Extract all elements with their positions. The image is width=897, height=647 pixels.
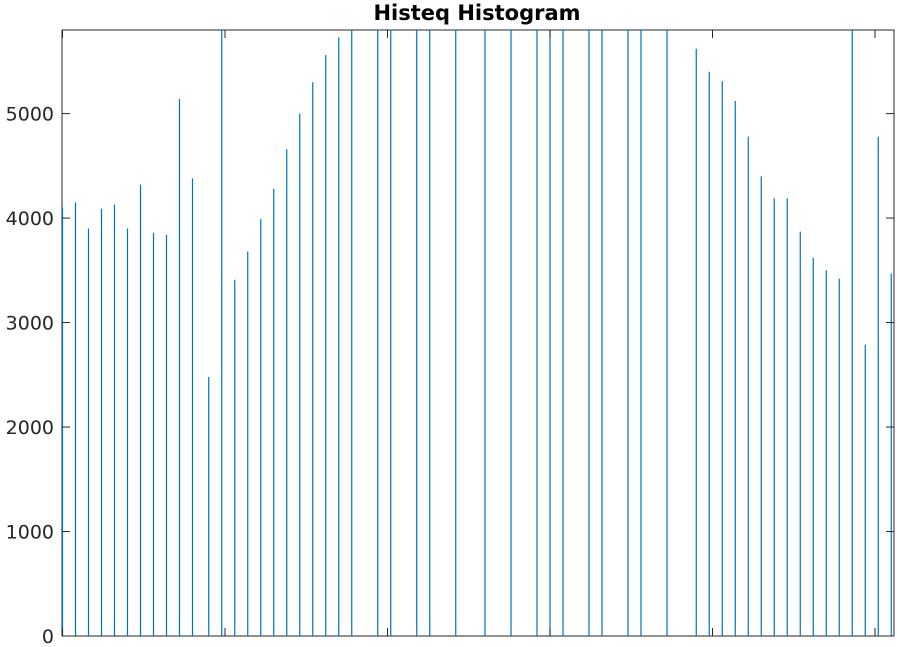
- y-axis-ticks: 0 1000 2000 3000 4000 5000: [6, 104, 894, 647]
- plot-area: [61, 29, 895, 637]
- bars-group: [61, 30, 892, 636]
- y-tick-label: 2000: [6, 417, 54, 439]
- y-tick-label: 5000: [6, 104, 54, 126]
- y-tick-label: 1000: [6, 522, 54, 544]
- y-tick-label: 3000: [6, 313, 54, 335]
- x-axis-ticks: [62, 30, 876, 636]
- y-tick-label: 4000: [6, 208, 54, 230]
- y-tick-label: 0: [42, 626, 54, 647]
- chart-title: Histeq Histogram: [373, 1, 580, 25]
